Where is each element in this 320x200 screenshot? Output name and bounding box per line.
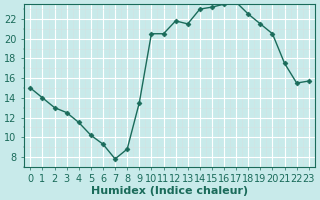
X-axis label: Humidex (Indice chaleur): Humidex (Indice chaleur) (91, 186, 248, 196)
